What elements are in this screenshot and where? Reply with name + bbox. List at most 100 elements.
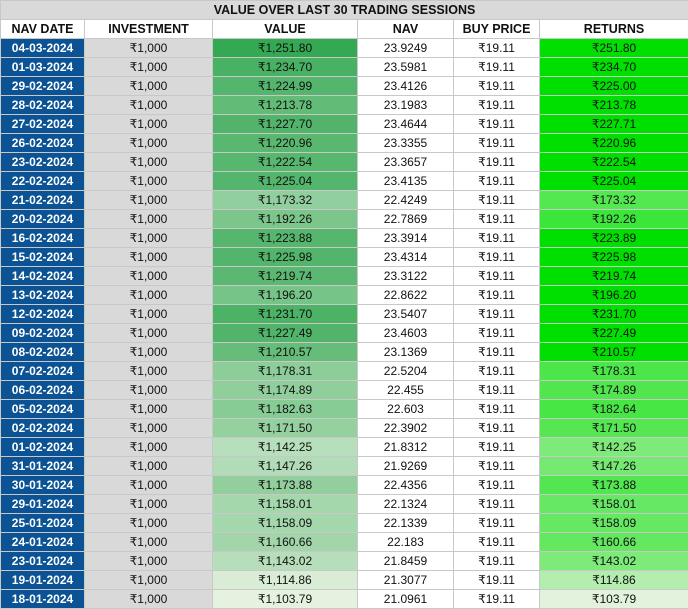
cell-buy-price[interactable]: ₹19.11 bbox=[454, 514, 540, 533]
cell-nav-date[interactable]: 04-03-2024 bbox=[1, 39, 85, 58]
cell-buy-price[interactable]: ₹19.11 bbox=[454, 191, 540, 210]
cell-nav-date[interactable]: 28-02-2024 bbox=[1, 96, 85, 115]
cell-investment[interactable]: ₹1,000 bbox=[85, 96, 213, 115]
cell-value[interactable]: ₹1,142.25 bbox=[213, 438, 358, 457]
cell-investment[interactable]: ₹1,000 bbox=[85, 381, 213, 400]
cell-nav-date[interactable]: 25-01-2024 bbox=[1, 514, 85, 533]
cell-investment[interactable]: ₹1,000 bbox=[85, 172, 213, 191]
cell-buy-price[interactable]: ₹19.11 bbox=[454, 115, 540, 134]
cell-buy-price[interactable]: ₹19.11 bbox=[454, 552, 540, 571]
cell-returns[interactable]: ₹225.04 bbox=[540, 172, 688, 191]
cell-nav[interactable]: 22.455 bbox=[358, 381, 454, 400]
cell-investment[interactable]: ₹1,000 bbox=[85, 153, 213, 172]
cell-returns[interactable]: ₹147.26 bbox=[540, 457, 688, 476]
cell-nav-date[interactable]: 06-02-2024 bbox=[1, 381, 85, 400]
cell-nav[interactable]: 21.8312 bbox=[358, 438, 454, 457]
cell-nav-date[interactable]: 09-02-2024 bbox=[1, 324, 85, 343]
cell-nav[interactable]: 23.5407 bbox=[358, 305, 454, 324]
cell-returns[interactable]: ₹160.66 bbox=[540, 533, 688, 552]
cell-nav[interactable]: 23.4603 bbox=[358, 324, 454, 343]
cell-buy-price[interactable]: ₹19.11 bbox=[454, 267, 540, 286]
cell-buy-price[interactable]: ₹19.11 bbox=[454, 457, 540, 476]
cell-nav[interactable]: 22.3902 bbox=[358, 419, 454, 438]
cell-nav[interactable]: 23.9249 bbox=[358, 39, 454, 58]
cell-value[interactable]: ₹1,222.54 bbox=[213, 153, 358, 172]
cell-nav-date[interactable]: 29-02-2024 bbox=[1, 77, 85, 96]
cell-nav[interactable]: 23.3122 bbox=[358, 267, 454, 286]
cell-returns[interactable]: ₹227.49 bbox=[540, 324, 688, 343]
cell-nav-date[interactable]: 16-02-2024 bbox=[1, 229, 85, 248]
cell-buy-price[interactable]: ₹19.11 bbox=[454, 533, 540, 552]
cell-nav-date[interactable]: 23-02-2024 bbox=[1, 153, 85, 172]
header-nav-date[interactable]: NAV DATE bbox=[1, 20, 85, 39]
cell-buy-price[interactable]: ₹19.11 bbox=[454, 172, 540, 191]
cell-returns[interactable]: ₹142.25 bbox=[540, 438, 688, 457]
cell-value[interactable]: ₹1,147.26 bbox=[213, 457, 358, 476]
cell-returns[interactable]: ₹158.09 bbox=[540, 514, 688, 533]
cell-nav-date[interactable]: 21-02-2024 bbox=[1, 191, 85, 210]
cell-value[interactable]: ₹1,225.04 bbox=[213, 172, 358, 191]
cell-investment[interactable]: ₹1,000 bbox=[85, 267, 213, 286]
cell-nav[interactable]: 23.4126 bbox=[358, 77, 454, 96]
cell-returns[interactable]: ₹174.89 bbox=[540, 381, 688, 400]
cell-returns[interactable]: ₹196.20 bbox=[540, 286, 688, 305]
cell-buy-price[interactable]: ₹19.11 bbox=[454, 58, 540, 77]
cell-buy-price[interactable]: ₹19.11 bbox=[454, 324, 540, 343]
cell-nav[interactable]: 23.4135 bbox=[358, 172, 454, 191]
cell-buy-price[interactable]: ₹19.11 bbox=[454, 476, 540, 495]
cell-nav[interactable]: 22.4249 bbox=[358, 191, 454, 210]
cell-returns[interactable]: ₹178.31 bbox=[540, 362, 688, 381]
cell-buy-price[interactable]: ₹19.11 bbox=[454, 343, 540, 362]
cell-nav-date[interactable]: 26-02-2024 bbox=[1, 134, 85, 153]
cell-buy-price[interactable]: ₹19.11 bbox=[454, 495, 540, 514]
header-value[interactable]: VALUE bbox=[213, 20, 358, 39]
cell-investment[interactable]: ₹1,000 bbox=[85, 39, 213, 58]
cell-nav[interactable]: 22.7869 bbox=[358, 210, 454, 229]
cell-nav[interactable]: 23.3657 bbox=[358, 153, 454, 172]
cell-nav-date[interactable]: 13-02-2024 bbox=[1, 286, 85, 305]
cell-value[interactable]: ₹1,173.32 bbox=[213, 191, 358, 210]
cell-value[interactable]: ₹1,182.63 bbox=[213, 400, 358, 419]
cell-investment[interactable]: ₹1,000 bbox=[85, 191, 213, 210]
cell-value[interactable]: ₹1,103.79 bbox=[213, 590, 358, 609]
cell-nav-date[interactable]: 29-01-2024 bbox=[1, 495, 85, 514]
cell-returns[interactable]: ₹182.64 bbox=[540, 400, 688, 419]
cell-buy-price[interactable]: ₹19.11 bbox=[454, 362, 540, 381]
cell-value[interactable]: ₹1,234.70 bbox=[213, 58, 358, 77]
cell-nav[interactable]: 21.0961 bbox=[358, 590, 454, 609]
cell-nav[interactable]: 23.1369 bbox=[358, 343, 454, 362]
cell-returns[interactable]: ₹173.88 bbox=[540, 476, 688, 495]
cell-returns[interactable]: ₹223.89 bbox=[540, 229, 688, 248]
cell-returns[interactable]: ₹210.57 bbox=[540, 343, 688, 362]
cell-nav-date[interactable]: 19-01-2024 bbox=[1, 571, 85, 590]
cell-value[interactable]: ₹1,227.49 bbox=[213, 324, 358, 343]
cell-value[interactable]: ₹1,210.57 bbox=[213, 343, 358, 362]
cell-nav-date[interactable]: 14-02-2024 bbox=[1, 267, 85, 286]
cell-returns[interactable]: ₹234.70 bbox=[540, 58, 688, 77]
cell-buy-price[interactable]: ₹19.11 bbox=[454, 590, 540, 609]
cell-investment[interactable]: ₹1,000 bbox=[85, 343, 213, 362]
cell-buy-price[interactable]: ₹19.11 bbox=[454, 305, 540, 324]
cell-nav-date[interactable]: 27-02-2024 bbox=[1, 115, 85, 134]
cell-value[interactable]: ₹1,196.20 bbox=[213, 286, 358, 305]
cell-investment[interactable]: ₹1,000 bbox=[85, 58, 213, 77]
cell-returns[interactable]: ₹220.96 bbox=[540, 134, 688, 153]
cell-value[interactable]: ₹1,143.02 bbox=[213, 552, 358, 571]
cell-returns[interactable]: ₹222.54 bbox=[540, 153, 688, 172]
cell-nav-date[interactable]: 24-01-2024 bbox=[1, 533, 85, 552]
cell-nav-date[interactable]: 01-03-2024 bbox=[1, 58, 85, 77]
cell-investment[interactable]: ₹1,000 bbox=[85, 552, 213, 571]
cell-investment[interactable]: ₹1,000 bbox=[85, 590, 213, 609]
cell-nav-date[interactable]: 23-01-2024 bbox=[1, 552, 85, 571]
cell-nav[interactable]: 22.5204 bbox=[358, 362, 454, 381]
cell-value[interactable]: ₹1,220.96 bbox=[213, 134, 358, 153]
cell-returns[interactable]: ₹219.74 bbox=[540, 267, 688, 286]
cell-value[interactable]: ₹1,178.31 bbox=[213, 362, 358, 381]
header-nav[interactable]: NAV bbox=[358, 20, 454, 39]
cell-investment[interactable]: ₹1,000 bbox=[85, 286, 213, 305]
cell-buy-price[interactable]: ₹19.11 bbox=[454, 96, 540, 115]
cell-value[interactable]: ₹1,114.86 bbox=[213, 571, 358, 590]
cell-value[interactable]: ₹1,225.98 bbox=[213, 248, 358, 267]
cell-nav-date[interactable]: 30-01-2024 bbox=[1, 476, 85, 495]
cell-nav[interactable]: 23.4314 bbox=[358, 248, 454, 267]
